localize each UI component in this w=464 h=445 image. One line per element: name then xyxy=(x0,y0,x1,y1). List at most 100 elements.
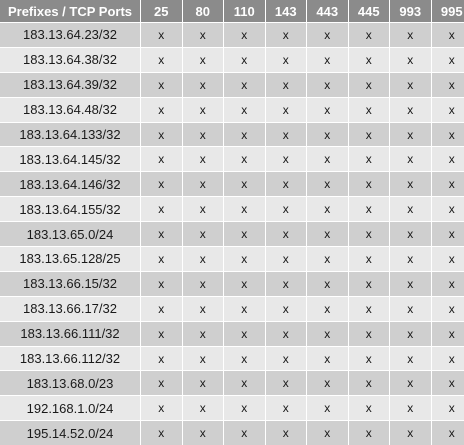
port-mark-cell: x xyxy=(307,73,348,97)
port-mark-cell: x xyxy=(141,98,182,122)
port-mark-cell: x xyxy=(349,347,390,371)
port-mark-cell: x xyxy=(349,222,390,246)
port-mark-cell: x xyxy=(141,48,182,72)
port-mark-cell: x xyxy=(141,347,182,371)
header-port-445: 445 xyxy=(349,0,390,22)
port-mark-cell: x xyxy=(266,272,307,296)
port-mark-cell: x xyxy=(432,297,464,321)
port-mark-cell: x xyxy=(390,23,431,47)
port-mark-cell: x xyxy=(183,247,224,271)
port-mark-cell: x xyxy=(349,48,390,72)
port-mark-cell: x xyxy=(390,222,431,246)
port-mark-cell: x xyxy=(307,421,348,445)
port-mark-cell: x xyxy=(390,73,431,97)
port-mark-cell: x xyxy=(141,73,182,97)
port-mark-cell: x xyxy=(183,172,224,196)
header-port-995: 995 xyxy=(432,0,464,22)
port-mark-cell: x xyxy=(390,98,431,122)
prefix-cell: 183.13.66.112/32 xyxy=(0,347,140,371)
port-mark-cell: x xyxy=(141,371,182,395)
prefix-cell: 183.13.64.146/32 xyxy=(0,172,140,196)
port-mark-cell: x xyxy=(390,247,431,271)
port-mark-cell: x xyxy=(390,322,431,346)
prefix-cell: 183.13.66.111/32 xyxy=(0,322,140,346)
header-port-143: 143 xyxy=(266,0,307,22)
port-mark-cell: x xyxy=(390,147,431,171)
header-port-110: 110 xyxy=(224,0,265,22)
port-mark-cell: x xyxy=(183,272,224,296)
port-mark-cell: x xyxy=(432,421,464,445)
port-mark-cell: x xyxy=(141,197,182,221)
port-mark-cell: x xyxy=(432,222,464,246)
port-mark-cell: x xyxy=(349,98,390,122)
port-mark-cell: x xyxy=(349,322,390,346)
port-mark-cell: x xyxy=(266,48,307,72)
port-mark-cell: x xyxy=(307,172,348,196)
port-mark-cell: x xyxy=(432,23,464,47)
prefix-cell: 183.13.66.15/32 xyxy=(0,272,140,296)
port-mark-cell: x xyxy=(390,347,431,371)
prefix-cell: 183.13.68.0/23 xyxy=(0,371,140,395)
port-mark-cell: x xyxy=(183,23,224,47)
port-mark-cell: x xyxy=(432,98,464,122)
port-mark-cell: x xyxy=(307,371,348,395)
port-mark-cell: x xyxy=(224,272,265,296)
port-mark-cell: x xyxy=(141,222,182,246)
port-mark-cell: x xyxy=(141,322,182,346)
port-mark-cell: x xyxy=(432,123,464,147)
port-mark-cell: x xyxy=(141,421,182,445)
port-mark-cell: x xyxy=(432,272,464,296)
port-mark-cell: x xyxy=(141,396,182,420)
port-mark-cell: x xyxy=(390,371,431,395)
port-mark-cell: x xyxy=(224,73,265,97)
port-mark-cell: x xyxy=(141,123,182,147)
port-mark-cell: x xyxy=(141,23,182,47)
port-mark-cell: x xyxy=(307,23,348,47)
port-mark-cell: x xyxy=(307,123,348,147)
port-mark-cell: x xyxy=(266,421,307,445)
port-mark-cell: x xyxy=(349,73,390,97)
port-mark-cell: x xyxy=(390,48,431,72)
port-mark-cell: x xyxy=(349,147,390,171)
header-port-80: 80 xyxy=(183,0,224,22)
port-mark-cell: x xyxy=(183,147,224,171)
port-mark-cell: x xyxy=(224,347,265,371)
port-mark-cell: x xyxy=(390,421,431,445)
port-mark-cell: x xyxy=(224,123,265,147)
port-mark-cell: x xyxy=(432,147,464,171)
port-mark-cell: x xyxy=(390,123,431,147)
port-mark-cell: x xyxy=(224,197,265,221)
port-mark-cell: x xyxy=(307,347,348,371)
port-mark-cell: x xyxy=(266,222,307,246)
port-mark-cell: x xyxy=(224,147,265,171)
port-mark-cell: x xyxy=(224,322,265,346)
header-port-443: 443 xyxy=(307,0,348,22)
prefix-cell: 183.13.66.17/32 xyxy=(0,297,140,321)
prefix-cell: 183.13.65.128/25 xyxy=(0,247,140,271)
port-mark-cell: x xyxy=(266,147,307,171)
port-mark-cell: x xyxy=(183,73,224,97)
port-mark-cell: x xyxy=(141,247,182,271)
port-mark-cell: x xyxy=(183,322,224,346)
prefix-cell: 183.13.64.155/32 xyxy=(0,197,140,221)
port-mark-cell: x xyxy=(390,197,431,221)
port-mark-cell: x xyxy=(224,297,265,321)
port-mark-cell: x xyxy=(266,23,307,47)
port-mark-cell: x xyxy=(307,197,348,221)
port-mark-cell: x xyxy=(141,297,182,321)
port-mark-cell: x xyxy=(307,322,348,346)
port-mark-cell: x xyxy=(266,197,307,221)
port-mark-cell: x xyxy=(307,396,348,420)
port-mark-cell: x xyxy=(183,222,224,246)
port-mark-cell: x xyxy=(307,147,348,171)
port-mark-cell: x xyxy=(224,23,265,47)
port-mark-cell: x xyxy=(349,297,390,321)
prefix-cell: 183.13.65.0/24 xyxy=(0,222,140,246)
port-mark-cell: x xyxy=(224,222,265,246)
prefix-cell: 183.13.64.39/32 xyxy=(0,73,140,97)
port-mark-cell: x xyxy=(432,73,464,97)
port-mark-cell: x xyxy=(183,123,224,147)
port-mark-cell: x xyxy=(266,172,307,196)
port-mark-cell: x xyxy=(266,347,307,371)
